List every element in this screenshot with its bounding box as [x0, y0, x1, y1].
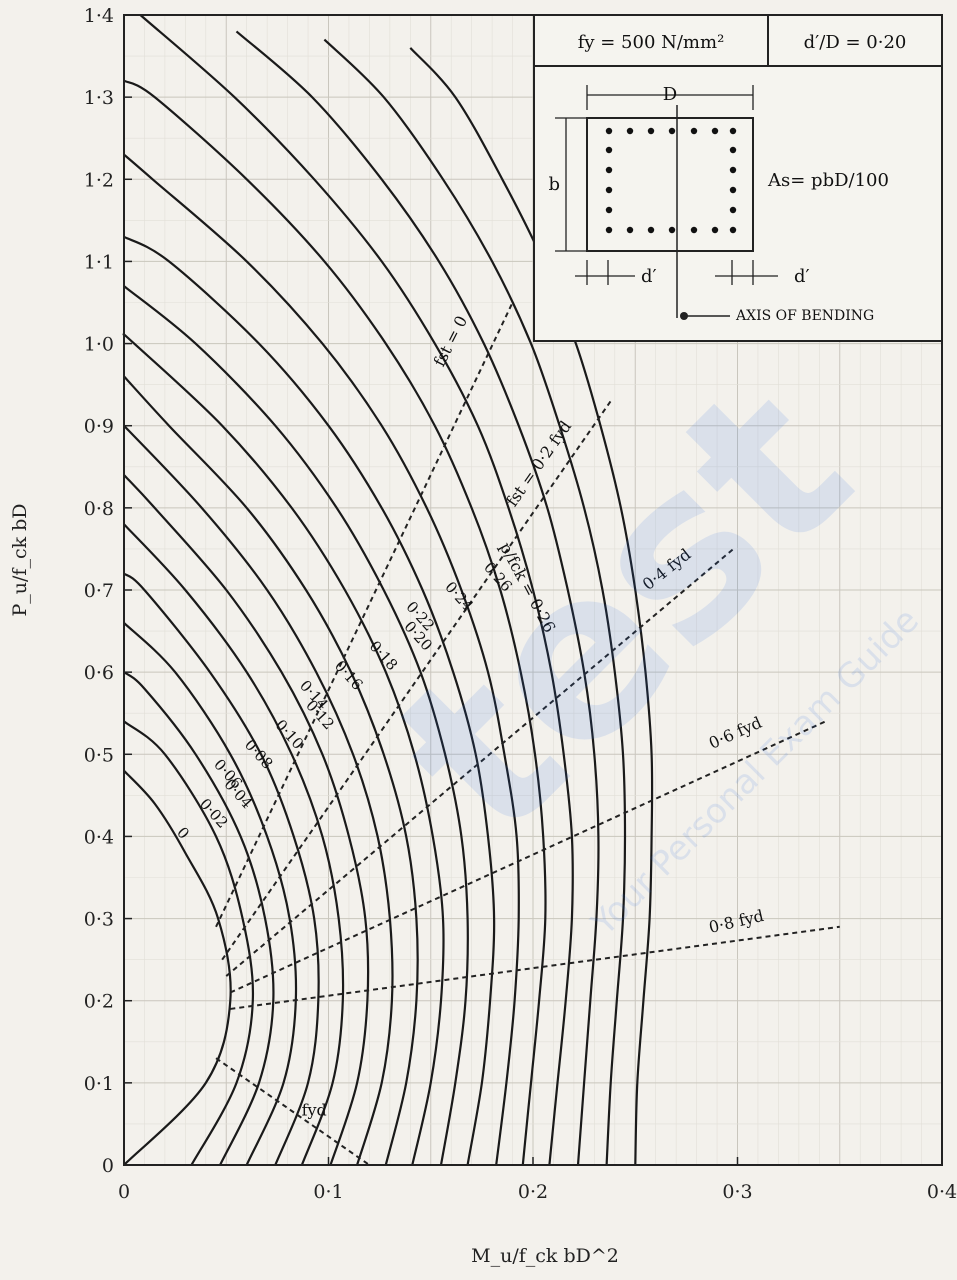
interaction-curve	[123, 235, 496, 1166]
section-rect	[586, 117, 754, 252]
y-tick-label: 0·5	[84, 744, 114, 766]
rebar-dot	[729, 206, 737, 214]
rebar-dot	[626, 226, 634, 234]
x-tick-label: 0·1	[313, 1181, 343, 1203]
rebar-dot	[729, 186, 737, 194]
rebar-dot	[626, 127, 634, 135]
y-tick-label: 0·4	[84, 826, 114, 848]
y-tick-label: 1·2	[84, 169, 114, 191]
rebar-dot	[605, 206, 613, 214]
rebar-dot	[668, 127, 676, 135]
inset-frame	[533, 14, 943, 342]
rebar-dot	[668, 226, 676, 234]
interaction-curve	[323, 38, 627, 1166]
y-tick-label: 0·2	[84, 991, 114, 1013]
dim-d-left-label: d′	[641, 266, 657, 287]
y-tick-label: 0·7	[84, 580, 114, 602]
x-tick-label: 0	[118, 1181, 130, 1203]
interaction-curve	[123, 153, 520, 1166]
interaction-curves	[122, 14, 654, 1166]
y-tick-label: 1·1	[84, 251, 114, 273]
interaction-curve	[123, 375, 419, 1166]
interaction-curve	[409, 47, 654, 1166]
inset-panel: fy = 500 N/mm² d′/D = 0·20 AXIS OF BENDI…	[533, 14, 943, 342]
interaction-curve	[123, 79, 547, 1166]
rebar-dot	[647, 127, 655, 135]
dim-d-right-label: d′	[794, 266, 810, 287]
interaction-curve	[123, 622, 298, 1166]
rebar-dot	[647, 226, 655, 234]
rebar-dot	[605, 166, 613, 174]
strain-line-label: 0·8 fyd	[707, 906, 766, 937]
rebar-dot	[729, 226, 737, 234]
x-tick-label: 0·2	[518, 1181, 548, 1203]
interaction-curve	[122, 333, 445, 1166]
interaction-curve	[123, 474, 370, 1166]
fy-label: fy = 500 N/mm²	[578, 32, 725, 53]
interaction-curve	[123, 285, 469, 1166]
rebar-dot	[605, 146, 613, 154]
interaction-curve	[123, 572, 320, 1166]
dim-b-label: b	[548, 174, 560, 195]
y-tick-label: 1·0	[84, 334, 114, 356]
area-formula: As= pbD/100	[767, 170, 889, 191]
rebar-dot	[729, 127, 737, 135]
dim-D-label: D	[663, 84, 677, 105]
curve-label: 0	[173, 824, 193, 843]
y-tick-label: 0·1	[84, 1073, 114, 1095]
y-axis-title: P_u/f_ck bD	[9, 503, 31, 616]
strain-line-label: fst = 0	[430, 313, 472, 370]
strain-line	[229, 720, 826, 994]
interaction-curve	[123, 769, 232, 1166]
rebar-dot	[605, 127, 613, 135]
strain-line	[230, 925, 840, 1010]
interaction-curve	[123, 424, 394, 1166]
rebar-dots	[605, 127, 737, 234]
rebar-dot	[729, 146, 737, 154]
axis-ticks: 0 0·1 0·2 0·3 0·4 0 0·1 0·2 0·3 0·4 0·5 0·6 0·7 0·8 0·…	[84, 5, 957, 1203]
strain-line-label: fyd	[302, 1101, 327, 1120]
rebar-dot	[711, 226, 719, 234]
y-tick-label: 0·6	[84, 662, 114, 684]
x-tick-label: 0·3	[722, 1181, 752, 1203]
grid	[123, 14, 943, 1166]
strain-line	[225, 548, 735, 977]
strain-line	[221, 400, 612, 961]
interaction-curve	[123, 671, 275, 1166]
interaction-curve	[235, 30, 600, 1166]
x-tick-label: 0·4	[927, 1181, 957, 1203]
rebar-dot	[729, 166, 737, 174]
y-tick-label: 0·9	[84, 416, 114, 438]
y-tick-label: 1·4	[84, 5, 114, 27]
interaction-curve	[123, 523, 345, 1166]
interaction-curve	[139, 14, 574, 1166]
rebar-dot	[711, 127, 719, 135]
rebar-dot	[690, 226, 698, 234]
strain-line	[215, 1057, 370, 1166]
interaction-curve	[123, 720, 255, 1166]
strain-lines	[215, 302, 840, 1166]
rebar-dot	[605, 186, 613, 194]
rebar-dot	[690, 127, 698, 135]
y-tick-label: 0·8	[84, 498, 114, 520]
y-tick-label: 0	[102, 1155, 114, 1177]
x-axis-title: M_u/f_ck bD^2	[471, 1245, 619, 1267]
strain-line	[215, 302, 514, 928]
y-tick-label: 0·3	[84, 909, 114, 931]
rebar-dot	[605, 226, 613, 234]
axis-of-bending-label: AXIS OF BENDING	[735, 308, 874, 324]
y-tick-label: 1·3	[84, 87, 114, 109]
ratio-label: d′/D = 0·20	[804, 32, 907, 53]
